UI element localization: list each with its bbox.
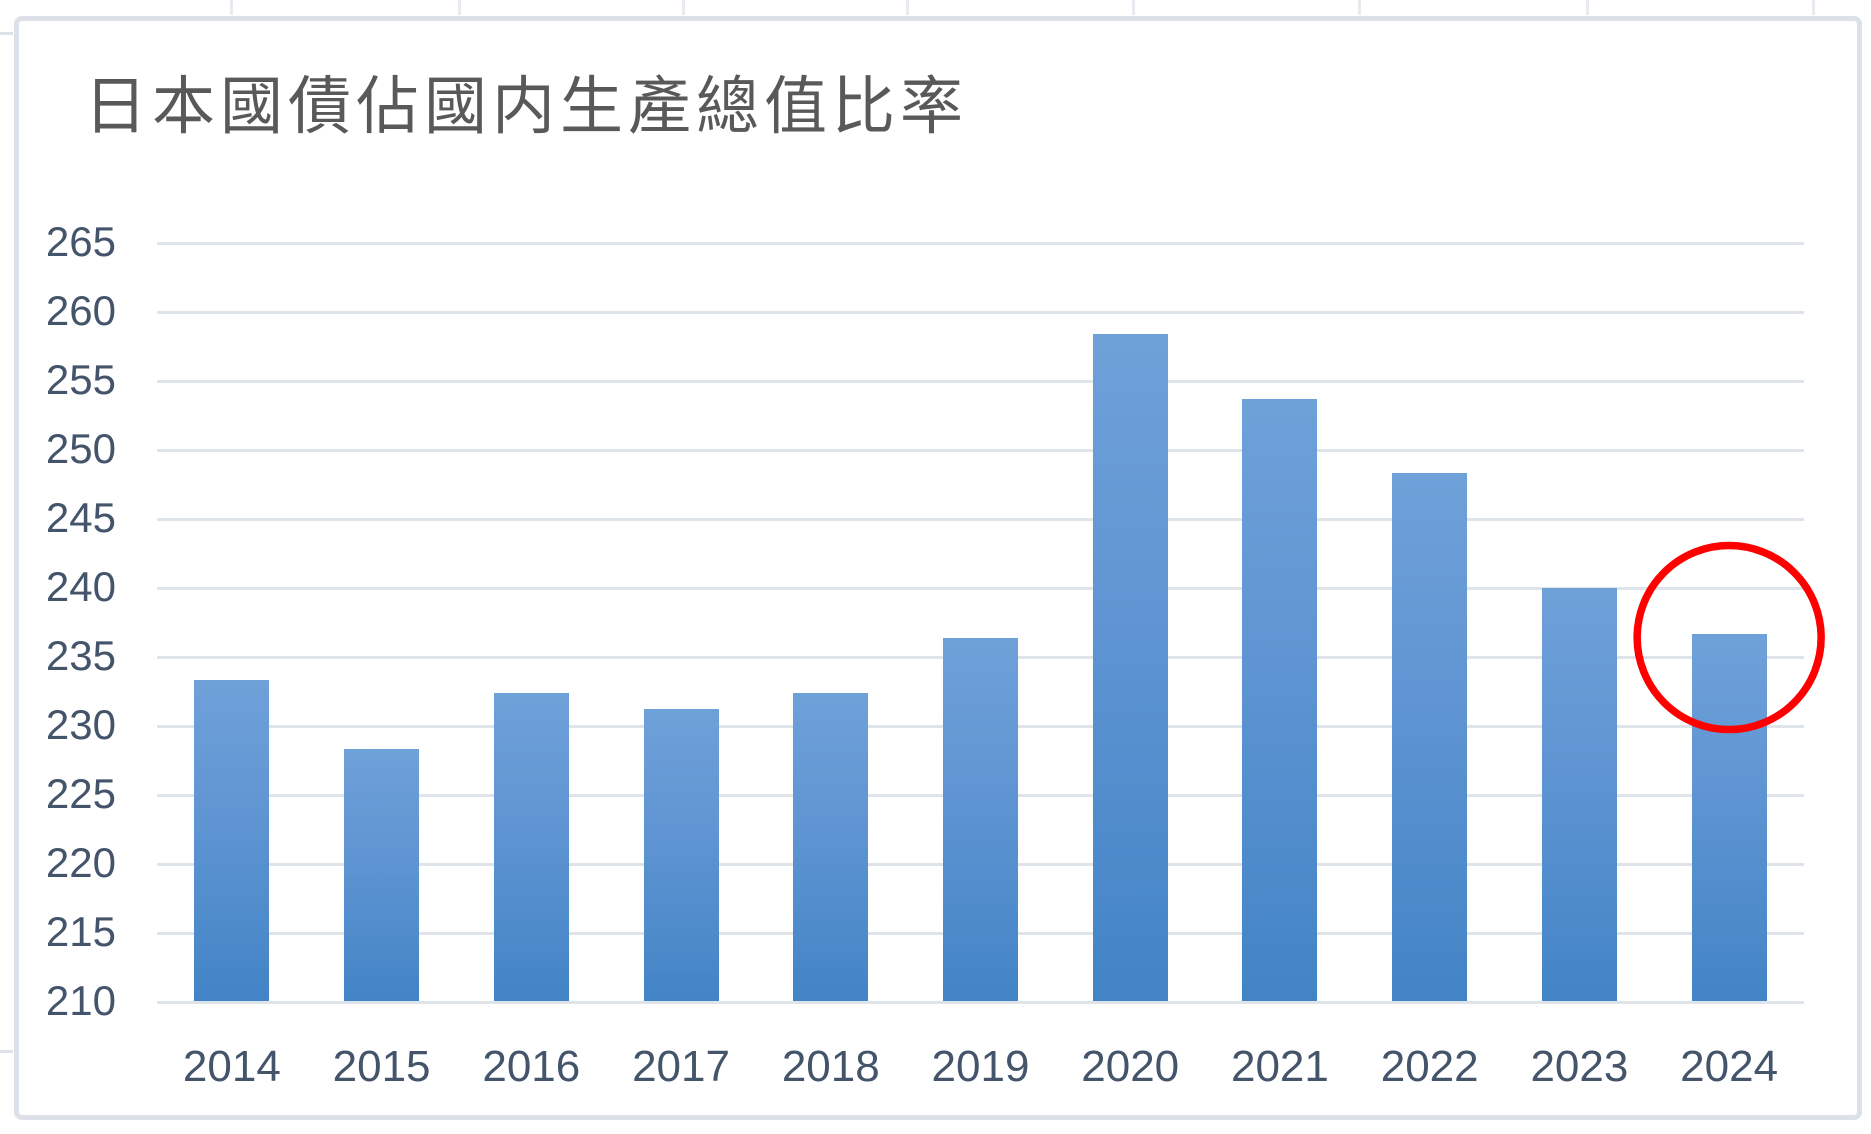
y-axis-label-245: 245 — [45, 494, 116, 541]
bar-2022 — [1392, 473, 1468, 1001]
top-edge-tick — [906, 0, 909, 15]
x-axis-label-2020: 2020 — [1081, 1042, 1180, 1091]
bar-2023 — [1541, 588, 1617, 1001]
y-axis-label-215: 215 — [45, 908, 116, 955]
gridline-245 — [157, 517, 1804, 521]
top-edge-tick — [458, 0, 461, 15]
y-axis-label-235: 235 — [45, 632, 116, 679]
y-axis-label-225: 225 — [45, 770, 116, 817]
top-edge-tick — [1132, 0, 1135, 15]
bar-2024 — [1691, 633, 1767, 1001]
bar-2017 — [643, 709, 719, 1001]
y-axis-label-255: 255 — [45, 356, 116, 403]
y-axis-label-210: 210 — [45, 977, 116, 1024]
gridline-255 — [157, 379, 1804, 383]
y-axis-label-240: 240 — [45, 563, 116, 610]
x-axis-label-2017: 2017 — [632, 1042, 730, 1091]
top-edge-tick — [682, 0, 685, 15]
y-axis-label-260: 260 — [45, 287, 116, 334]
gridline-240 — [157, 586, 1804, 590]
top-edge-tick — [1812, 0, 1815, 15]
x-axis-label-2016: 2016 — [482, 1042, 581, 1091]
bar-2021 — [1242, 398, 1318, 1001]
bar-2019 — [943, 637, 1018, 1001]
x-axis-label-2021: 2021 — [1230, 1042, 1329, 1091]
chart-title: 日本國債佔國内生產總值比率 — [84, 72, 968, 142]
x-axis-label-2023: 2023 — [1530, 1042, 1629, 1091]
y-axis-label-250: 250 — [45, 425, 116, 472]
y-axis-label-230: 230 — [45, 701, 116, 748]
bar-2014 — [194, 680, 270, 1001]
bar-2016 — [493, 692, 569, 1001]
x-axis-label-2018: 2018 — [781, 1042, 880, 1091]
top-edge-tick — [1586, 0, 1589, 15]
x-axis-label-2014: 2014 — [182, 1042, 281, 1091]
x-axis-label-2022: 2022 — [1380, 1042, 1479, 1091]
gridline-250 — [157, 448, 1804, 452]
gridline-210 — [157, 1000, 1804, 1004]
x-axis-label-2019: 2019 — [931, 1042, 1030, 1091]
top-edge-tick — [230, 0, 233, 15]
left-edge-tick — [0, 32, 13, 35]
x-axis-label-2024: 2024 — [1680, 1042, 1779, 1091]
left-edge-tick — [0, 1050, 13, 1053]
bar-2020 — [1092, 334, 1168, 1001]
bar-2018 — [793, 692, 869, 1001]
top-edge-tick — [1358, 0, 1361, 15]
x-axis-label-2015: 2015 — [332, 1042, 431, 1091]
y-axis-label-220: 220 — [45, 839, 116, 886]
gridline-260 — [157, 310, 1804, 314]
gridline-265 — [157, 241, 1804, 245]
bar-2015 — [344, 749, 420, 1001]
y-axis-label-265: 265 — [45, 218, 116, 265]
